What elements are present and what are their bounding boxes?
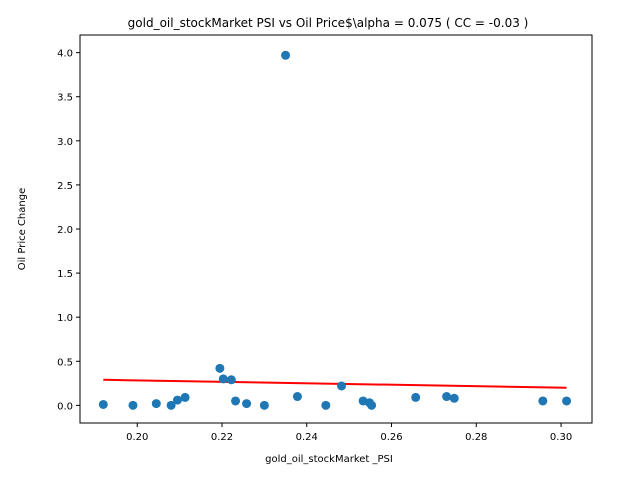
- regression-line: [103, 378, 567, 389]
- data-points: [98, 50, 572, 410]
- data-point: [242, 399, 252, 409]
- regression-line-group: [103, 378, 567, 389]
- data-point: [442, 392, 452, 402]
- data-point: [166, 400, 176, 410]
- y-tick-label: 1.0: [57, 313, 73, 324]
- chart-title: gold_oil_stockMarket PSI vs Oil Price$\a…: [128, 16, 529, 30]
- data-point: [337, 381, 347, 391]
- data-point: [218, 374, 228, 384]
- data-point: [172, 395, 182, 405]
- data-point: [411, 392, 421, 402]
- x-tick-label: 0.22: [211, 432, 233, 443]
- data-point: [562, 396, 572, 406]
- y-tick-label: 4.0: [57, 49, 73, 60]
- data-point: [538, 396, 548, 406]
- x-axis-ticks: 0.20 0.22 0.24 0.26 0.28 0.30: [126, 423, 572, 443]
- y-tick-label: 2.5: [57, 181, 73, 192]
- y-tick-label: 1.5: [57, 269, 73, 280]
- data-point: [180, 392, 190, 402]
- x-tick-label: 0.28: [465, 432, 487, 443]
- y-tick-label: 2.0: [57, 225, 73, 236]
- data-point: [128, 400, 138, 410]
- data-point: [259, 400, 269, 410]
- y-axis-ticks: 0.0 0.5 1.0 1.5 2.0 2.5 3.0 3.5 4.0: [57, 49, 80, 412]
- x-tick-label: 0.26: [380, 432, 402, 443]
- data-point: [281, 50, 291, 60]
- y-axis-label: Oil Price Change: [17, 188, 28, 270]
- x-axis-label: gold_oil_stockMarket _PSI: [265, 454, 393, 465]
- x-tick-label: 0.20: [126, 432, 148, 443]
- y-tick-label: 3.0: [57, 137, 73, 148]
- data-point: [215, 363, 225, 373]
- data-point: [226, 375, 236, 385]
- y-tick-label: 0.5: [57, 357, 73, 368]
- data-point: [231, 396, 241, 406]
- data-point: [449, 393, 459, 403]
- data-point: [98, 399, 108, 409]
- y-tick-label: 3.5: [57, 93, 73, 104]
- x-tick-label: 0.30: [550, 432, 572, 443]
- x-tick-label: 0.24: [296, 432, 318, 443]
- data-point: [292, 392, 302, 402]
- y-tick-label: 0.0: [57, 401, 73, 412]
- data-point: [367, 400, 377, 410]
- data-point: [321, 400, 331, 410]
- data-point: [151, 399, 161, 409]
